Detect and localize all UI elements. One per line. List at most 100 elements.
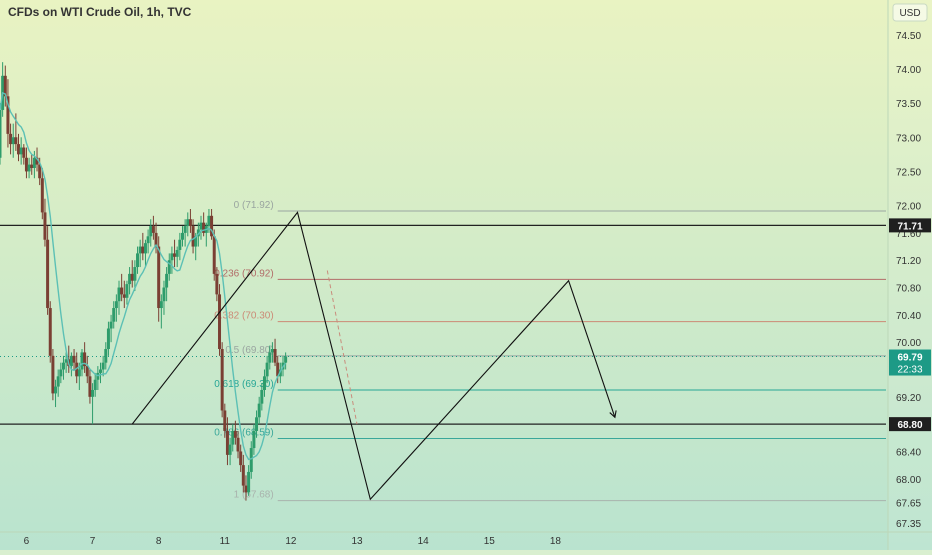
fibonacci-retracement[interactable]: 0 (71.92) 0.236 (70.92) 0.382 (70.30) 0.5 (… [214,200,886,502]
horizontal-levels[interactable] [0,224,886,425]
fib-label-0-786: 0.786 (68.59) [214,427,274,438]
candle-body [0,109,2,158]
price-tick-label: 67.35 [896,519,921,530]
price-tick-label: 71.20 [896,256,921,267]
candle [101,355,105,377]
price-tick-label: 70.80 [896,284,921,295]
candle [30,154,34,175]
candle-body [117,287,121,302]
candle-body [199,222,203,230]
candle [178,232,182,261]
candle-body [40,178,44,213]
fib-label-0-382: 0.382 (70.30) [214,311,274,322]
candle-body [69,355,73,367]
candle [236,430,240,459]
candle [249,441,253,479]
candle [117,280,121,315]
time-axis[interactable]: 6 7 8 11 12 13 14 15 18 [24,536,562,547]
candle [143,239,147,268]
candle [191,219,195,254]
price-axis-panel [888,0,932,550]
candle-body [112,308,116,322]
candle [83,342,87,373]
candle-body [270,349,274,353]
candle-body [186,219,190,227]
currency-button[interactable]: USD [892,3,928,22]
candle [9,123,13,155]
candle [11,123,15,158]
candle-body [85,366,89,377]
candle-body [173,253,177,257]
level-tag-bg [889,218,931,233]
candle [56,369,60,397]
level-tag-bg [889,417,931,432]
currency-label: USD [899,8,920,19]
price-tick-label: 73.50 [896,99,921,110]
candle-body [239,451,243,466]
candle [17,133,21,162]
price-tick-label: 70.00 [896,338,921,349]
projection-dashed [326,270,358,425]
candle [173,239,177,268]
candle [104,342,108,370]
candle-body [284,356,288,363]
candle-body [146,236,150,244]
candle-body [276,362,280,377]
candle-body [130,273,134,281]
candle [130,260,134,288]
price-tick-label: 72.50 [896,167,921,178]
price-axis[interactable]: 74.50 74.00 73.50 73.00 72.50 72.00 71.60 71.20… [896,31,921,530]
candle-body [75,362,79,377]
candle-body [228,444,232,455]
candle [19,137,23,165]
time-tick-label: 7 [90,536,96,547]
candle-body [175,249,179,257]
candle-body [80,352,84,370]
price-tick-label: 67.65 [896,499,921,510]
candle-body [265,362,269,377]
candle [215,267,219,302]
candle-body [59,369,63,377]
time-tick-label: 6 [24,536,30,547]
candle-body [3,75,7,97]
candle [3,65,7,107]
fib-label-0-618: 0.618 (69.30) [214,379,274,390]
candle-body [114,301,118,309]
candle [61,355,65,380]
candle [141,232,145,261]
candle [91,383,95,425]
candle [106,321,110,356]
candle [88,369,92,404]
candle [162,280,166,315]
candle [244,475,248,501]
candle [24,147,28,179]
candle-body [27,164,31,172]
candle [133,260,137,291]
candle-body [88,376,92,397]
candle [223,403,227,438]
candle-body [241,465,245,486]
candle [151,215,155,240]
candle-body [122,294,126,298]
level-tag-0: 71.71 [889,218,931,233]
candle-body [218,294,222,350]
projection-path[interactable] [131,211,617,501]
last-price-countdown: 22:33 [897,365,922,376]
candle-body [83,352,87,367]
candle [72,349,76,370]
candle-body [46,239,50,309]
candle-body [233,430,237,438]
candle-body [77,369,81,377]
candle [159,294,163,329]
candle-body [72,355,76,363]
candle [273,338,277,367]
candle-body [24,157,28,172]
candle [93,372,97,397]
time-tick-label: 13 [351,536,363,547]
candle [85,355,89,384]
candle [268,345,272,370]
last-price-value: 69.79 [897,353,922,364]
